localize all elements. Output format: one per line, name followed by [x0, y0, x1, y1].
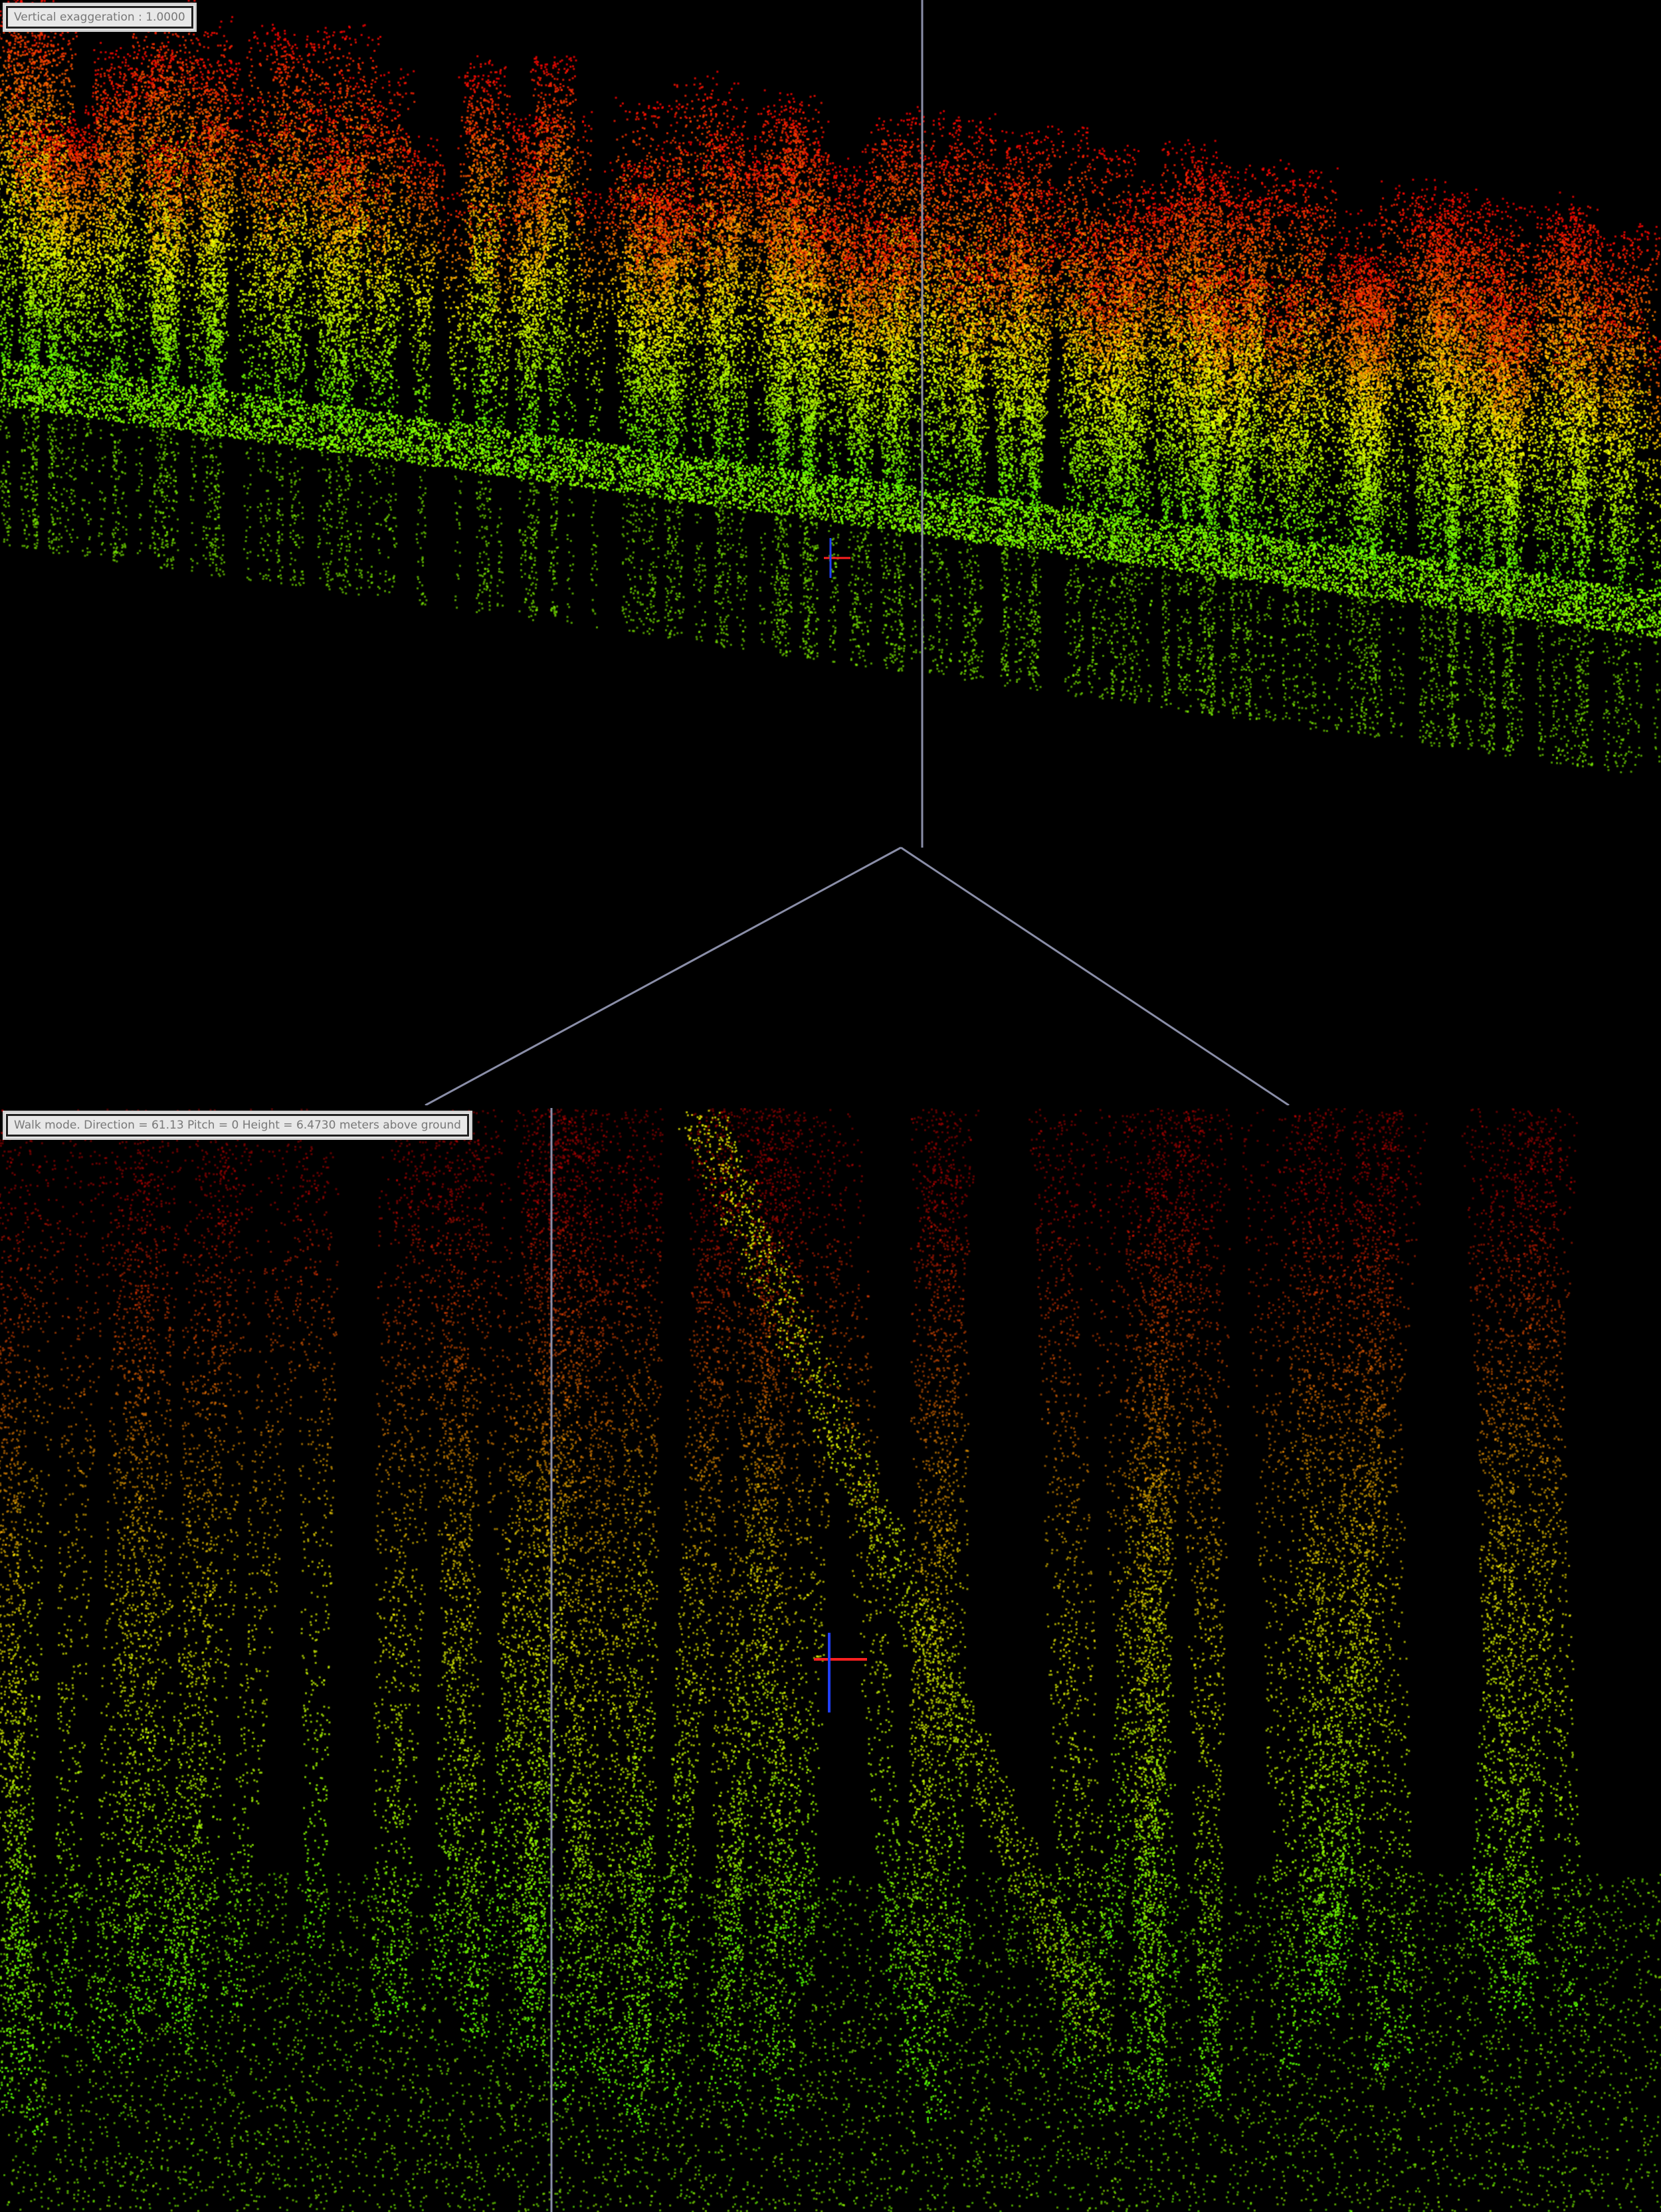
view-guides: [425, 0, 1290, 1105]
axis-cursor-icon: [824, 538, 850, 578]
axis-cursor-icon: [814, 1633, 867, 1712]
top-3d-view[interactable]: Vertical exaggeration : 1.0000: [0, 0, 1661, 1105]
walk-mode-status-label: Walk mode. Direction = 61.13 Pitch = 0 H…: [3, 1111, 472, 1140]
frustum-left-line: [425, 846, 902, 1105]
bottom-walk-view[interactable]: Walk mode. Direction = 61.13 Pitch = 0 H…: [0, 1108, 1661, 2212]
walk-guides: [550, 1108, 867, 2212]
vertical-exaggeration-label: Vertical exaggeration : 1.0000: [3, 3, 197, 32]
frustum-right-line: [900, 846, 1290, 1105]
